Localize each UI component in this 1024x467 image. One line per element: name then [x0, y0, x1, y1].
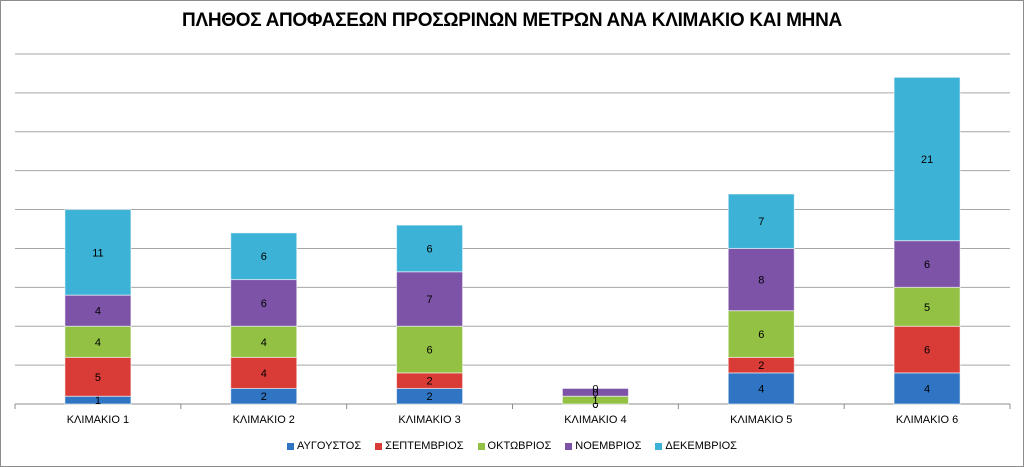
bar-segment: [396, 271, 464, 327]
bar-segment: [727, 372, 795, 405]
data-label: 6: [924, 345, 930, 357]
data-label: 7: [758, 216, 764, 228]
bar-segment: [64, 325, 132, 358]
data-label: 4: [95, 306, 101, 318]
x-tick-label: ΚΛΙΜΑΚΙΟ 5: [730, 414, 792, 426]
bar-segment: [230, 356, 298, 389]
data-label: 6: [924, 259, 930, 271]
legend-label: ΝΟΕΜΒΡΙΟΣ: [575, 440, 642, 452]
data-label: 2: [427, 391, 433, 403]
bar-segment: [893, 325, 961, 374]
bar-segment: [396, 224, 464, 273]
legend-label: ΔΕΚΕΜΒΡΙΟΣ: [665, 440, 737, 452]
legend-swatch: [287, 442, 295, 450]
x-tick-label: ΚΛΙΜΑΚΙΟ 1: [67, 414, 129, 426]
legend-swatch: [375, 442, 383, 450]
x-tick-label: ΚΛΙΜΑΚΙΟ 2: [233, 414, 295, 426]
chart-legend: ΑΥΓΟΥΣΤΟΣ ΣΕΠΤΕΜΒΡΙΟΣ ΟΚΤΩΒΡΙΟΣ ΝΟΕΜΒΡΙΟΣ ΔΕ…: [0, 440, 1024, 452]
data-label: 0: [592, 399, 598, 411]
data-label: 6: [261, 251, 267, 263]
legend-label: ΑΥΓΟΥΣΤΟΣ: [297, 440, 362, 452]
data-label: 2: [427, 376, 433, 388]
data-label: 21: [921, 154, 933, 166]
data-label: 0: [592, 387, 598, 399]
legend-item: ΔΕΚΕΜΒΡΙΟΣ: [655, 440, 737, 452]
data-label: 6: [261, 298, 267, 310]
bar-segment: [893, 76, 961, 242]
bar-segment: [396, 325, 464, 374]
legend-label: ΟΚΤΩΒΡΙΟΣ: [487, 440, 552, 452]
bar-segment: [64, 356, 132, 397]
bar-segment: [727, 310, 795, 358]
legend-item: ΑΥΓΟΥΣΤΟΣ: [287, 440, 361, 452]
bar-segment: [727, 193, 795, 249]
data-label: 5: [924, 302, 930, 314]
bar-segment: [230, 232, 298, 281]
bar-segment: [64, 209, 132, 296]
data-label: 4: [95, 337, 101, 349]
x-tick-label: ΚΛΙΜΑΚΙΟ 4: [564, 414, 626, 426]
legend-swatch: [655, 442, 663, 450]
data-label: 2: [758, 360, 764, 372]
data-label: 6: [427, 243, 433, 255]
data-label: 6: [427, 345, 433, 357]
legend-swatch: [477, 442, 485, 450]
data-label: 5: [95, 372, 101, 384]
data-label: 4: [261, 337, 267, 349]
data-label: 1: [592, 395, 598, 407]
data-label: 1: [95, 395, 101, 407]
data-label: 6: [758, 329, 764, 341]
data-label: 4: [924, 383, 930, 395]
chart-title: ΠΛΗΘΟΣ ΑΠΟΦΑΣΕΩΝ ΠΡΟΣΩΡΙΝΩΝ ΜΕΤΡΩΝ ΑΝΑ Κ…: [182, 10, 842, 31]
data-label: 8: [758, 275, 764, 287]
bar-segment: [893, 372, 961, 405]
legend-swatch: [565, 442, 573, 450]
data-label: 4: [758, 383, 764, 395]
x-tick-label: ΚΛΙΜΑΚΙΟ 6: [896, 414, 958, 426]
bar-segment: [727, 247, 795, 312]
legend-item: ΝΟΕΜΒΡΙΟΣ: [565, 440, 641, 452]
data-label: 4: [261, 368, 267, 380]
bar-segment: [230, 325, 298, 358]
x-tick-label: ΚΛΙΜΑΚΙΟ 3: [398, 414, 460, 426]
bar-segment: [893, 286, 961, 327]
data-label: 2: [261, 391, 267, 403]
data-label: 0: [592, 383, 598, 395]
data-label: 0: [592, 399, 598, 411]
legend-label: ΣΕΠΤΕΜΒΡΙΟΣ: [385, 440, 464, 452]
legend-item: ΟΚΤΩΒΡΙΟΣ: [477, 440, 552, 452]
bar-segment: [561, 387, 629, 397]
bar-segment: [64, 294, 132, 327]
data-label: 7: [427, 294, 433, 306]
data-label: 11: [92, 247, 103, 259]
legend-item: ΣΕΠΤΕΜΒΡΙΟΣ: [375, 440, 464, 452]
